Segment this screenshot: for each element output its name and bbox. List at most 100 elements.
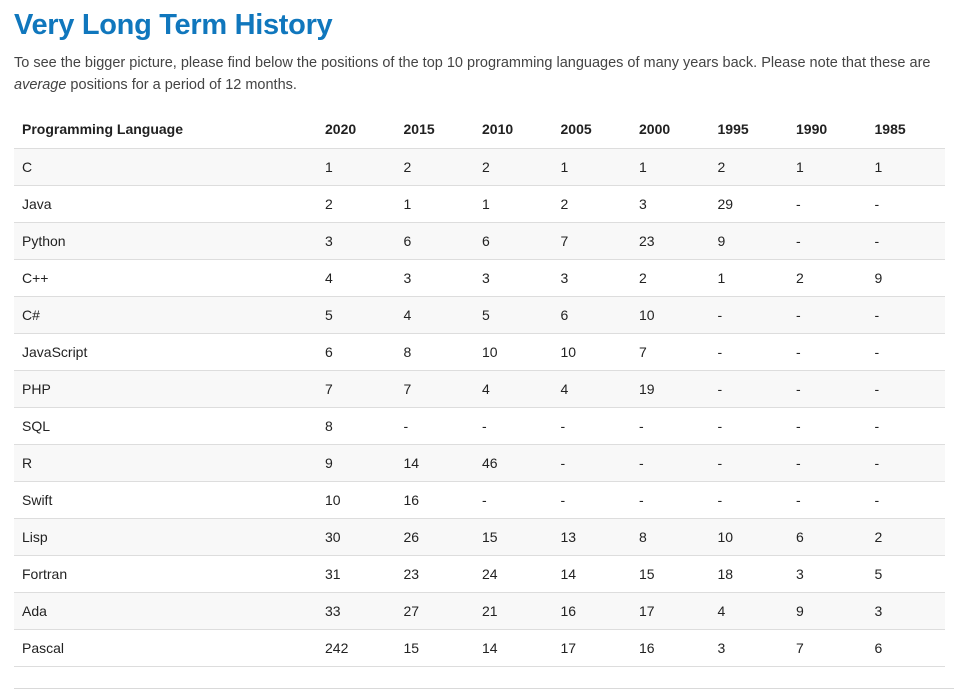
position-cell: 1 bbox=[631, 148, 710, 186]
position-cell: 16 bbox=[395, 481, 474, 519]
position-cell: - bbox=[866, 296, 945, 334]
table-row: Swift 10 16- - - - - - bbox=[14, 481, 945, 519]
position-cell: 8 bbox=[317, 407, 396, 445]
position-cell: 3 bbox=[317, 222, 396, 260]
page-title: Very Long Term History bbox=[14, 9, 333, 41]
position-cell: 7 bbox=[552, 222, 631, 260]
language-name-cell: JavaScript bbox=[14, 333, 317, 371]
position-cell: 6 bbox=[474, 222, 553, 260]
position-cell: 15 bbox=[631, 555, 710, 593]
position-cell: 4 bbox=[395, 296, 474, 334]
position-cell: 1 bbox=[474, 185, 553, 223]
language-name-cell: Python bbox=[14, 222, 317, 260]
position-cell: - bbox=[866, 407, 945, 445]
position-cell: 10 bbox=[631, 296, 710, 334]
intro-text-end: positions for a period of 12 months. bbox=[66, 77, 297, 93]
language-name-cell: Pascal bbox=[14, 629, 317, 667]
position-cell: 3 bbox=[788, 555, 867, 593]
position-cell: 10 bbox=[474, 333, 553, 371]
position-cell: 1 bbox=[395, 185, 474, 223]
intro-italic-average: average bbox=[14, 77, 67, 93]
position-cell: - bbox=[788, 370, 867, 408]
position-cell: 6 bbox=[788, 518, 867, 556]
position-cell: 27 bbox=[395, 592, 474, 630]
position-cell: - bbox=[866, 444, 945, 482]
position-cell: 9 bbox=[866, 259, 945, 297]
very-long-term-history-section: Very Long Term History To see the bigger… bbox=[0, 9, 954, 689]
table-row: Lisp 30 26 15 13 8 10 6 2 bbox=[14, 518, 945, 556]
column-header-year: 2000 bbox=[631, 110, 710, 149]
position-cell: 3 bbox=[552, 259, 631, 297]
column-header-year: 2005 bbox=[552, 110, 631, 149]
language-name-cell: Lisp bbox=[14, 518, 317, 556]
language-name-cell: C# bbox=[14, 296, 317, 334]
position-cell: 17 bbox=[631, 592, 710, 630]
language-name-cell: PHP bbox=[14, 370, 317, 408]
language-name-cell: R bbox=[14, 444, 317, 482]
position-cell: 5 bbox=[317, 296, 396, 334]
table-row: Java 2 1 1 2 3 29- - bbox=[14, 185, 945, 223]
position-cell: 33 bbox=[317, 592, 396, 630]
section-divider bbox=[14, 687, 954, 689]
position-cell: - bbox=[395, 407, 474, 445]
table-row: Ada 33 27 21 16 17 4 9 3 bbox=[14, 592, 945, 630]
table-header-row: Programming Language 2020 2015 2010 2005 200… bbox=[14, 110, 945, 149]
position-cell: 3 bbox=[395, 259, 474, 297]
position-cell: 16 bbox=[631, 629, 710, 667]
position-cell: 2 bbox=[866, 518, 945, 556]
position-cell: 4 bbox=[709, 592, 788, 630]
position-cell: 3 bbox=[631, 185, 710, 223]
position-cell: 7 bbox=[395, 370, 474, 408]
position-cell: 5 bbox=[866, 555, 945, 593]
position-cell: 2 bbox=[395, 148, 474, 186]
position-cell: 10 bbox=[552, 333, 631, 371]
position-cell: 7 bbox=[631, 333, 710, 371]
column-header-language: Programming Language bbox=[14, 110, 317, 149]
position-cell: 2 bbox=[474, 148, 553, 186]
position-cell: 14 bbox=[395, 444, 474, 482]
position-cell: 9 bbox=[709, 222, 788, 260]
position-cell: - bbox=[788, 444, 867, 482]
position-cell: 17 bbox=[552, 629, 631, 667]
table-row: Python 3 6 6 7 23 9- - bbox=[14, 222, 945, 260]
position-cell: 1 bbox=[552, 148, 631, 186]
position-cell: 15 bbox=[474, 518, 553, 556]
position-cell: - bbox=[709, 333, 788, 371]
position-cell: - bbox=[788, 481, 867, 519]
position-cell: 14 bbox=[474, 629, 553, 667]
column-header-year: 2010 bbox=[474, 110, 553, 149]
intro-text-start: To see the bigger picture, please find b… bbox=[14, 55, 931, 71]
position-cell: 1 bbox=[317, 148, 396, 186]
position-cell: 3 bbox=[866, 592, 945, 630]
position-cell: - bbox=[866, 222, 945, 260]
position-cell: - bbox=[631, 407, 710, 445]
position-cell: - bbox=[631, 444, 710, 482]
position-cell: 14 bbox=[552, 555, 631, 593]
table-row: Fortran 31 23 24 14 15 18 3 5 bbox=[14, 555, 945, 593]
table-row: JavaScript 6 8 10 10 7- - - bbox=[14, 333, 945, 371]
position-cell: 2 bbox=[552, 185, 631, 223]
position-cell: 6 bbox=[395, 222, 474, 260]
position-cell: 1 bbox=[866, 148, 945, 186]
position-cell: 29 bbox=[709, 185, 788, 223]
position-cell: 8 bbox=[631, 518, 710, 556]
position-cell: 6 bbox=[866, 629, 945, 667]
position-cell: 24 bbox=[474, 555, 553, 593]
column-header-year: 2015 bbox=[395, 110, 474, 149]
position-cell: 23 bbox=[395, 555, 474, 593]
language-name-cell: SQL bbox=[14, 407, 317, 445]
position-cell: 23 bbox=[631, 222, 710, 260]
table-row: R 9 14 46- - - - - bbox=[14, 444, 945, 482]
position-cell: 2 bbox=[709, 148, 788, 186]
language-name-cell: Ada bbox=[14, 592, 317, 630]
position-cell: 15 bbox=[395, 629, 474, 667]
position-cell: 6 bbox=[552, 296, 631, 334]
position-cell: - bbox=[709, 370, 788, 408]
position-cell: 21 bbox=[474, 592, 553, 630]
table-row: C# 5 4 5 6 10- - - bbox=[14, 296, 945, 334]
column-header-year: 1990 bbox=[788, 110, 867, 149]
language-name-cell: Java bbox=[14, 185, 317, 223]
position-cell: - bbox=[866, 370, 945, 408]
position-cell: 26 bbox=[395, 518, 474, 556]
